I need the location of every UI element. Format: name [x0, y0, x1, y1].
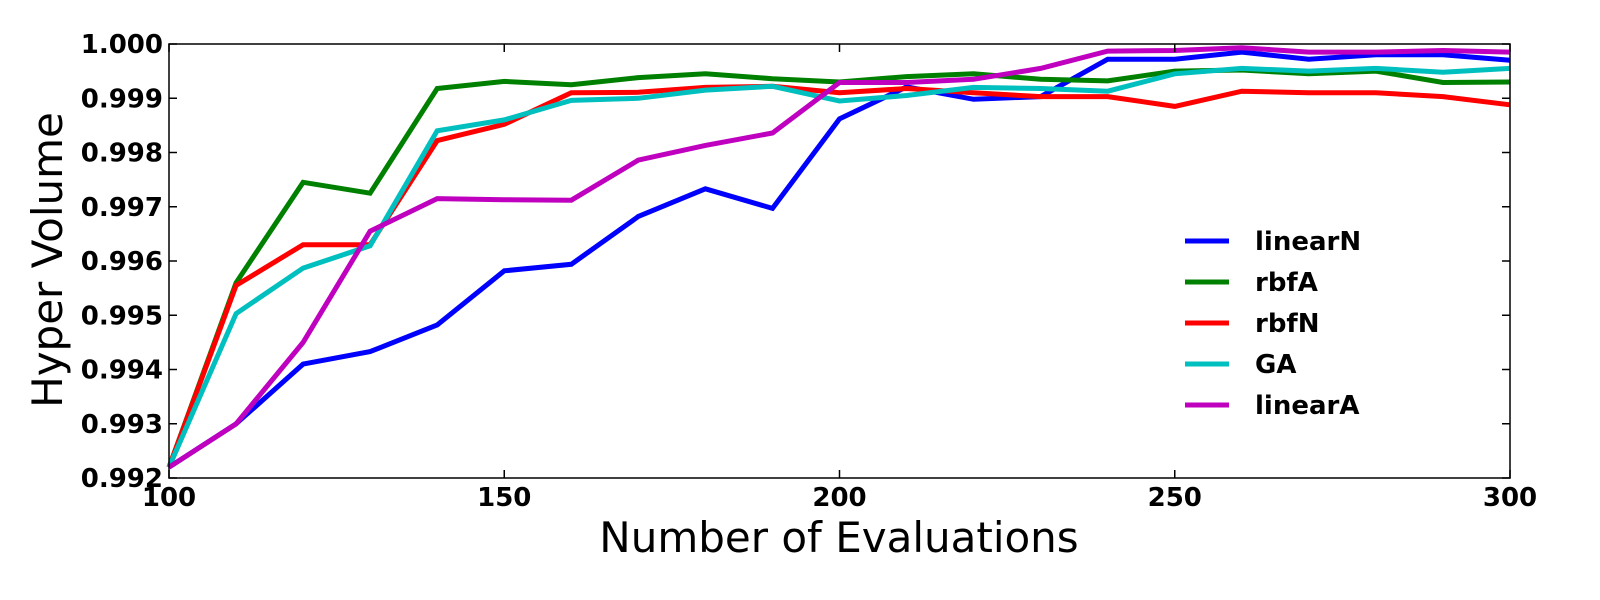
y-tick-label: 0.995	[81, 301, 163, 331]
tick-labels: 100 150 200 250 300 0.992 0.993 0.994 0.995 0.996…	[81, 30, 1537, 513]
y-tick-label: 0.999	[81, 84, 163, 114]
y-tick-label: 0.998	[81, 139, 163, 169]
y-tick-label: 1.000	[81, 30, 163, 60]
legend: linearN rbfA rbfN GA linearA	[1185, 227, 1361, 421]
y-axis-title: Hyper Volume	[23, 112, 72, 408]
x-tick-label: 150	[477, 483, 531, 513]
y-tick-label: 0.994	[81, 356, 163, 386]
y-tick-label: 0.993	[81, 410, 163, 440]
y-tick-label: 0.992	[81, 464, 163, 494]
x-tick-label: 300	[1483, 483, 1537, 513]
legend-label-linearN: linearN	[1255, 227, 1361, 257]
x-tick-label: 100	[142, 483, 196, 513]
legend-label-rbfA: rbfA	[1255, 268, 1318, 298]
legend-label-GA: GA	[1255, 350, 1296, 380]
series-line-GA	[166, 65, 1511, 469]
x-tick-label: 200	[812, 483, 866, 513]
x-tick-label: 250	[1148, 483, 1202, 513]
y-tick-label: 0.997	[81, 193, 163, 223]
x-axis-title: Number of Evaluations	[599, 513, 1078, 562]
y-tick-label: 0.996	[81, 247, 163, 277]
series-line-linearN	[167, 49, 1511, 470]
legend-label-rbfN: rbfN	[1255, 309, 1320, 339]
series-line-linearA	[167, 45, 1511, 470]
legend-label-linearA: linearA	[1255, 391, 1359, 421]
plot-lines	[166, 45, 1511, 470]
axis-ticks	[168, 43, 1511, 479]
